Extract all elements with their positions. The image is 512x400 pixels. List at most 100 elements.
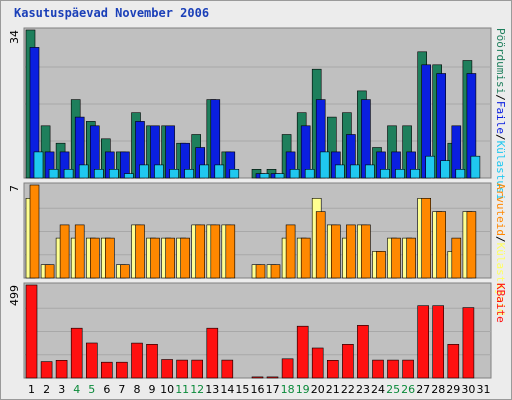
bar-arvuteid-19 [300,237,311,279]
legend-item: KBaite [494,283,507,323]
bar-külastusi-14 [229,169,240,179]
bar-arvuteid-13 [210,224,221,279]
bar-kbaite-30 [462,307,475,379]
bar-külastusi-9 [154,164,164,179]
x-tick-label-28: 28 [431,383,445,396]
bar-külastusi-21 [334,164,345,179]
panel-2: 7 Arvuteid/Külastajaid [8,182,507,316]
bar-külastusi-20 [319,151,330,179]
bar-kbaite-13 [206,327,219,379]
legend-item: / [494,94,507,101]
bar-kbaite-4 [70,327,83,379]
x-tick-label-11: 11 [175,383,189,396]
bar-külastusi-30 [470,155,481,179]
x-tick-label-17: 17 [266,383,280,396]
bar-arvuteid-29 [451,237,462,279]
bar-kbaite-2 [40,361,53,379]
legend-item: Arvuteid [494,183,507,236]
side-legend: KBaite [494,283,507,323]
bar-arvuteid-28 [436,211,447,279]
bar-arvuteid-21 [330,224,341,279]
bar-külastusi-25 [395,169,405,179]
bar-arvuteid-4 [74,224,85,279]
bar-külastusi-3 [63,169,74,179]
bar-arvuteid-1 [29,184,40,279]
x-tick-label-4: 4 [73,383,80,396]
bar-kbaite-14 [221,359,234,379]
bar-arvuteid-7 [120,264,130,279]
bar-kbaite-19 [296,325,309,379]
bar-arvuteid-18 [285,224,296,279]
x-tick-label-22: 22 [341,383,355,396]
chart-title: Kasutuspäevad November 2006 [14,6,209,20]
bar-külastusi-5 [94,169,104,179]
bar-kbaite-7 [116,361,128,379]
bar-külastusi-12 [199,164,209,179]
bar-külastusi-29 [455,169,466,179]
x-tick-label-29: 29 [446,383,460,396]
legend-item: Pöördumisi [494,28,507,94]
bar-kbaite-1 [25,284,38,379]
bar-külastusi-1 [33,151,44,179]
bar-külastusi-28 [440,160,451,179]
x-tick-label-23: 23 [356,383,370,396]
bar-kbaite-18 [281,358,294,379]
x-tick-label-21: 21 [326,383,340,396]
x-axis-labels: 1 2 3 4 5 6 7 8 9 10 11 12 13 14 15 16 17 18 19 20 21 22 23 24 2… [28,383,491,396]
bar-kbaite-12 [191,359,203,379]
bar-külastusi-26 [410,169,420,179]
bar-arvuteid-23 [361,224,371,279]
bar-kbaite-26 [402,359,414,379]
bar-külastusi-22 [350,164,360,179]
y-max-label: 7 [8,185,21,192]
x-tick-label-16: 16 [251,383,265,396]
bar-külastusi-11 [184,169,194,179]
bar-arvuteid-22 [346,224,356,279]
bar-arvuteid-3 [59,224,70,279]
x-tick-label-1: 1 [28,383,35,396]
legend-item: / [494,134,507,141]
bar-kbaite-6 [101,361,113,379]
bar-arvuteid-9 [150,237,160,279]
y-max-label: 34 [8,30,21,44]
x-tick-label-7: 7 [118,383,125,396]
x-tick-label-26: 26 [401,383,415,396]
bar-külastusi-27 [425,155,436,179]
x-tick-label-18: 18 [281,383,295,396]
x-tick-label-20: 20 [311,383,325,396]
bar-arvuteid-6 [105,237,115,279]
x-tick-label-14: 14 [220,383,234,396]
bar-kbaite-20 [311,347,324,379]
bar-kbaite-10 [161,359,173,379]
bar-arvuteid-24 [376,251,386,279]
bar-arvuteid-5 [90,237,100,279]
legend-item: Külastajaid [494,243,507,316]
bar-külastusi-13 [214,164,225,179]
bar-arvuteid-26 [406,237,416,279]
bar-kbaite-3 [55,359,68,379]
bar-arvuteid-10 [165,237,175,279]
bar-kbaite-17 [266,376,279,379]
bar-külastusi-2 [48,169,59,179]
bar-külastusi-17 [274,173,285,179]
bar-arvuteid-30 [466,211,477,279]
side-legend: Pöördumisi/Faile/Külastusi [494,28,507,200]
bar-külastusi-8 [139,164,149,179]
bar-kbaite-16 [251,376,264,379]
bar-kbaite-25 [387,359,399,379]
bar-kbaite-23 [357,324,369,379]
legend-item: / [494,236,507,243]
bar-arvuteid-8 [135,224,145,279]
bar-arvuteid-25 [391,237,401,279]
bar-kbaite-28 [432,305,445,379]
x-tick-label-27: 27 [416,383,430,396]
bar-külastusi-24 [380,169,390,179]
x-tick-label-12: 12 [190,383,204,396]
x-tick-label-10: 10 [160,383,174,396]
x-tick-label-8: 8 [134,383,141,396]
x-tick-label-2: 2 [43,383,50,396]
bar-kbaite-21 [326,359,339,379]
bar-külastusi-10 [169,169,179,179]
